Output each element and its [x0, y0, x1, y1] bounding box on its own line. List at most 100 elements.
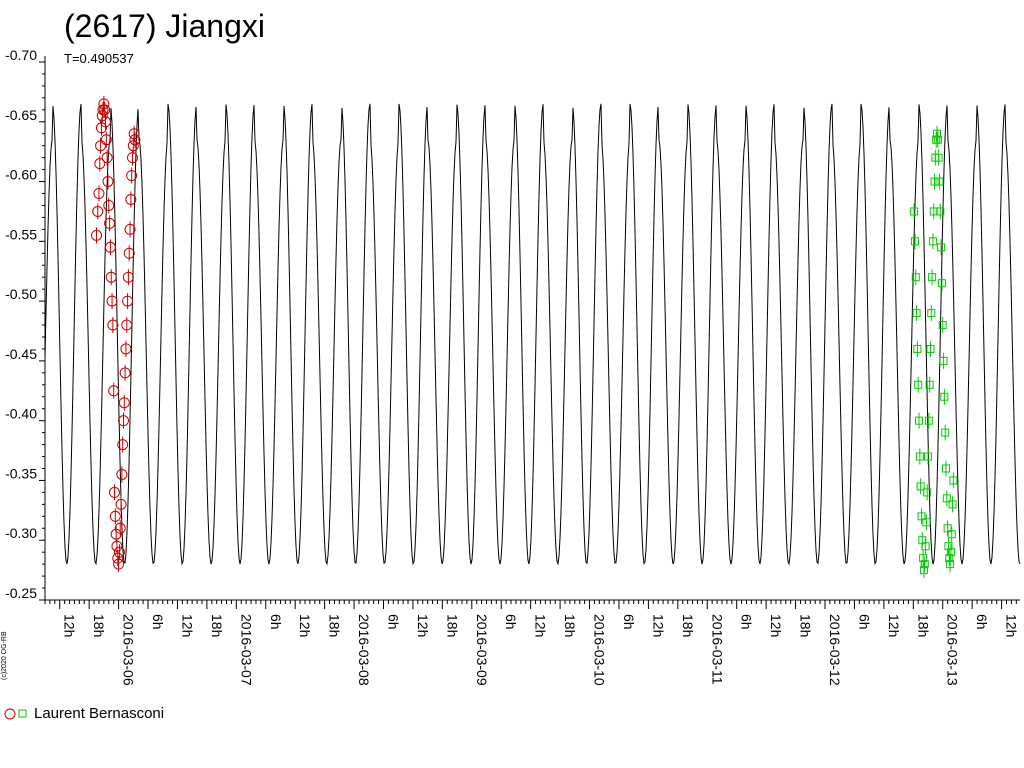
data-point	[917, 512, 926, 521]
data-point	[104, 217, 116, 229]
y-tick-label: -0.65	[5, 107, 37, 123]
x-tick-label: 18h	[680, 614, 696, 637]
data-point	[110, 528, 122, 540]
data-point	[93, 188, 105, 200]
data-point	[945, 554, 954, 563]
x-tick-label: 6h	[503, 614, 519, 630]
data-point	[102, 176, 114, 188]
x-tick-label: 6h	[268, 614, 284, 630]
x-tick-label: 12h	[415, 614, 431, 637]
x-tick-label: 6h	[621, 614, 637, 630]
data-point	[127, 140, 139, 152]
y-tick-label: -0.25	[5, 585, 37, 601]
data-point	[113, 558, 125, 570]
data-point	[919, 566, 928, 575]
data-point	[124, 223, 136, 235]
data-point	[108, 486, 120, 498]
data-point	[98, 98, 110, 110]
data-point	[112, 552, 124, 564]
x-tick-label: 18h	[91, 614, 107, 637]
y-tick-label: -0.35	[5, 465, 37, 481]
data-point	[924, 452, 933, 461]
series-red-circles	[91, 95, 141, 573]
data-point	[126, 170, 138, 182]
data-point	[925, 380, 934, 389]
data-point	[99, 104, 111, 116]
data-point	[106, 295, 118, 307]
data-point	[111, 540, 123, 552]
x-tick-label: 6h	[856, 614, 872, 630]
data-point	[119, 367, 131, 379]
data-point	[910, 207, 919, 216]
model-lightcurve	[44, 103, 1021, 566]
legend-markers	[4, 708, 27, 720]
data-point	[939, 356, 948, 365]
chart-subtitle: T=0.490537	[64, 51, 134, 66]
data-point	[109, 510, 121, 522]
y-tick-label: -0.60	[5, 167, 37, 183]
chart-title: (2617) Jiangxi	[64, 8, 265, 44]
data-point	[910, 237, 919, 246]
data-point	[117, 439, 129, 451]
x-tick-label: 12h	[886, 614, 902, 637]
data-point	[913, 344, 922, 353]
data-point	[915, 416, 924, 425]
x-tick-label: 6h	[385, 614, 401, 630]
data-point	[100, 134, 112, 146]
data-point	[928, 237, 937, 246]
x-tick-label: 12h	[62, 614, 78, 637]
data-point	[948, 500, 957, 509]
x-tick-label: 12h	[650, 614, 666, 637]
legend-red-circle-marker	[4, 708, 16, 720]
data-point	[125, 193, 137, 205]
data-point	[96, 110, 108, 122]
x-tick-label: 18h	[209, 614, 225, 637]
data-point	[108, 385, 120, 397]
x-tick-label: 18h	[915, 614, 931, 637]
y-tick-label: -0.70	[5, 47, 37, 63]
data-point	[126, 152, 138, 164]
data-point	[912, 309, 921, 318]
data-point	[944, 542, 953, 551]
data-point	[915, 452, 924, 461]
y-tick-label: -0.55	[5, 226, 37, 242]
data-point	[949, 476, 958, 485]
x-tick-label: 6h	[739, 614, 755, 630]
x-tick-label: 12h	[768, 614, 784, 637]
data-point	[942, 464, 951, 473]
data-point	[916, 482, 925, 491]
data-point	[943, 524, 952, 533]
data-point	[95, 140, 107, 152]
x-tick-label: 2016-03-06	[121, 614, 137, 686]
data-point	[946, 548, 955, 557]
data-point	[123, 247, 135, 259]
data-point	[928, 273, 937, 282]
data-point	[934, 153, 943, 162]
x-tick-label: 2016-03-08	[356, 614, 372, 686]
x-tick-label: 2016-03-09	[474, 614, 490, 686]
data-point	[117, 415, 129, 427]
data-point	[100, 116, 112, 128]
series-green-squares	[910, 125, 958, 579]
x-tick-label: 2016-03-10	[592, 614, 608, 686]
legend: Laurent Bernasconi	[4, 704, 164, 722]
y-tick-label: -0.50	[5, 286, 37, 302]
data-point	[940, 392, 949, 401]
data-point	[930, 177, 939, 186]
data-point	[937, 279, 946, 288]
data-point	[128, 128, 140, 140]
data-point	[92, 205, 104, 217]
data-point	[121, 319, 133, 331]
data-point	[923, 488, 932, 497]
data-point	[933, 135, 942, 144]
data-point	[94, 158, 106, 170]
x-tick-label: 6h	[974, 614, 990, 630]
x-tick-label: 2016-03-12	[827, 614, 843, 686]
legend-label: Laurent Bernasconi	[34, 704, 165, 722]
data-point	[921, 542, 930, 551]
data-point	[927, 309, 936, 318]
x-tick-label: 18h	[798, 614, 814, 637]
legend-green-square-marker	[18, 709, 27, 718]
y-tick-label: -0.40	[5, 406, 37, 422]
